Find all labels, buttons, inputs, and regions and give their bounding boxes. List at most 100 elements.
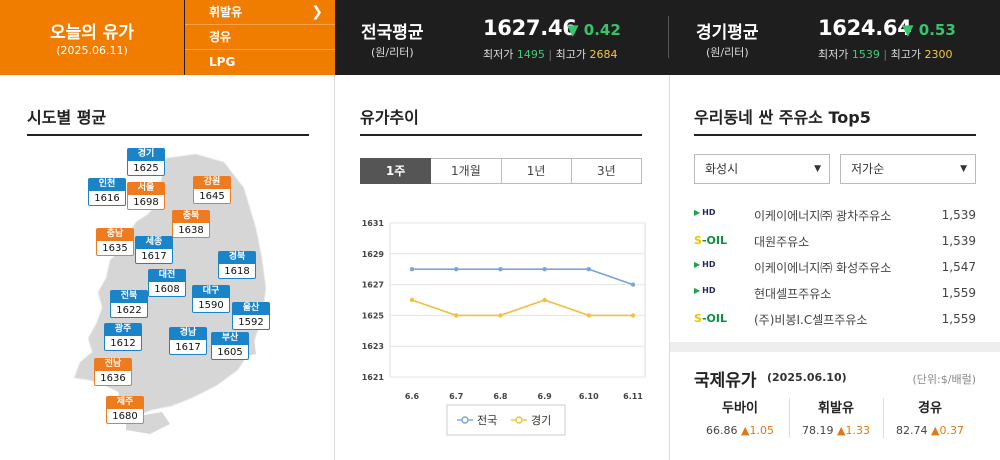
data-point [498,313,503,318]
region-pin-daegu[interactable]: 대구 1590 [192,285,230,313]
sort-select[interactable]: 저가순 ▼ [840,154,976,184]
dropdown-arrow-icon: ▼ [960,164,967,174]
region-price: 1612 [104,336,142,351]
data-point [409,297,415,303]
legend-label: 경기 [531,414,551,427]
trend-chart-svg: 1621 1623 1625 1627 1629 1631 6.6 6.7 6.8 6.9 6.10… [362,219,646,436]
region-price: 1698 [127,195,165,210]
oil-value: 66.86 [706,424,738,437]
series-line [411,299,633,317]
data-point [586,313,591,318]
station-price: 1,539 [941,208,976,222]
tab-1year[interactable]: 1년 [501,158,572,184]
region-price: 1645 [193,189,231,204]
fuel-menu-lpg[interactable]: LPG [185,50,335,75]
max-label: 최고가 [890,48,921,61]
region-price: 1680 [106,409,144,424]
region-pin-incheon[interactable]: 인천 1616 [88,178,126,206]
region-change: ▼ 0.53 [902,21,956,39]
station-row[interactable]: ▶ HD 현대셀프주유소 1,559 [694,280,976,306]
title-underline [694,134,976,136]
region-price: 1617 [135,249,173,264]
region-unit: (원/리터) [371,46,414,59]
region-select-value: 화성시 [705,162,739,176]
data-point [409,267,415,272]
region-price: 1618 [218,264,256,279]
station-row[interactable]: S-OIL (주)비봉I.C셀프주유소 1,559 [694,306,976,332]
region-price: 1638 [172,223,210,238]
region-name: 세종 [135,236,173,249]
region-pin-daejeon[interactable]: 대전 1608 [148,269,186,297]
series-line [412,268,634,286]
region-name: 울산 [232,302,270,315]
dropdown-arrow-icon: ▼ [814,164,821,174]
x-tick-label: 6.10 [579,392,599,401]
section-divider [670,342,1000,352]
region-price: 1608 [148,282,186,297]
station-price: 1,559 [941,286,976,300]
tab-1week[interactable]: 1주 [360,158,432,184]
region-price: 1590 [192,298,230,313]
oil-change: ▲1.05 [741,424,774,437]
station-row[interactable]: ▶ HD 이케이에너지㈜ 광차주유소 1,539 [694,202,976,228]
region-price: 1625 [127,161,165,176]
station-row[interactable]: ▶ HD 이케이에너지㈜ 화성주유소 1,547 [694,254,976,280]
region-pin-jeonbuk[interactable]: 전북 1622 [110,290,148,318]
divider [883,398,884,438]
region-pin-seoul[interactable]: 서울 1698 [127,182,165,210]
region-pin-jeju[interactable]: 제주 1680 [106,396,144,424]
title-underline [360,134,642,136]
region-change: ▼ 0.42 [567,21,621,39]
trend-title: 유가추이 [360,108,419,127]
region-minmax: 최저가 1539 | 최고가 2300 [818,48,953,61]
max-value: 2684 [589,48,618,61]
y-tick-label: 1631 [362,219,385,228]
oil-name: 경유 [918,401,942,416]
s-oil-logo-icon: S-OIL [694,312,727,325]
region-price: 1624.64 [818,16,912,40]
max-label: 최고가 [555,48,586,61]
region-name: 경북 [218,251,256,264]
region-pin-gangwon[interactable]: 강원 1645 [193,176,231,204]
intl-date: (2025.06.10) [767,371,847,384]
s-oil-logo-icon: S-OIL [694,234,727,247]
region-price: 1592 [232,315,270,330]
fuel-menu-label: 휘발유 [209,5,243,19]
min-value: 1539 [851,48,880,61]
region-pin-busan[interactable]: 부산 1605 [211,332,249,360]
region-pin-gyeongbuk[interactable]: 경북 1618 [218,251,256,279]
fuel-menu-diesel[interactable]: 경유 [185,25,335,50]
x-tick-label: 6.6 [405,392,420,401]
region-pin-sejong[interactable]: 세종 1617 [135,236,173,264]
region-pin-gyeongnam[interactable]: 경남 1617 [169,327,207,355]
region-pin-ulsan[interactable]: 울산 1592 [232,302,270,330]
y-tick-label: 1623 [362,342,384,351]
station-row[interactable]: S-OIL 대원주유소 1,539 [694,228,976,254]
region-name: 대전 [148,269,186,282]
today-date: (2025.06.11) [56,44,128,57]
tab-3year[interactable]: 3년 [571,158,642,184]
region-pin-jeonnam[interactable]: 전남 1636 [94,358,132,386]
region-pin-gyeonggi[interactable]: 경기 1625 [127,148,165,176]
data-point [498,267,503,272]
station-name: 현대셀프주유소 [754,286,832,301]
region-select[interactable]: 화성시 ▼ [694,154,830,184]
y-tick-label: 1625 [362,311,385,320]
intl-oil-gasoline: 휘발유 78.19 ▲1.33 [790,397,882,437]
today-price-box: 오늘의 유가 (2025.06.11) [0,0,184,75]
data-point [542,297,547,303]
hd-oilbank-logo-icon: ▶ HD [694,208,716,217]
region-pin-chungnam[interactable]: 충남 1635 [96,228,134,256]
fuel-menu-gasoline[interactable]: 휘발유 ❯ [185,0,335,25]
gyeonggi-average: 경기평균 (원/리터) 1624.64 ▼ 0.53 최저가 1539 | 최고… [670,0,1000,75]
tab-1month[interactable]: 1개월 [431,158,502,184]
top5-title: 우리동네 싼 주유소 Top5 [694,108,871,127]
column-divider [334,75,335,460]
region-name: 서울 [127,182,165,195]
region-price: 1636 [94,371,132,386]
region-pin-gwangju[interactable]: 광주 1612 [104,323,142,351]
today-title: 오늘의 유가 [49,23,135,43]
legend-label: 전국 [477,414,497,427]
region-pin-chungbuk[interactable]: 충북 1638 [172,210,210,238]
oil-value: 82.74 [896,424,928,437]
